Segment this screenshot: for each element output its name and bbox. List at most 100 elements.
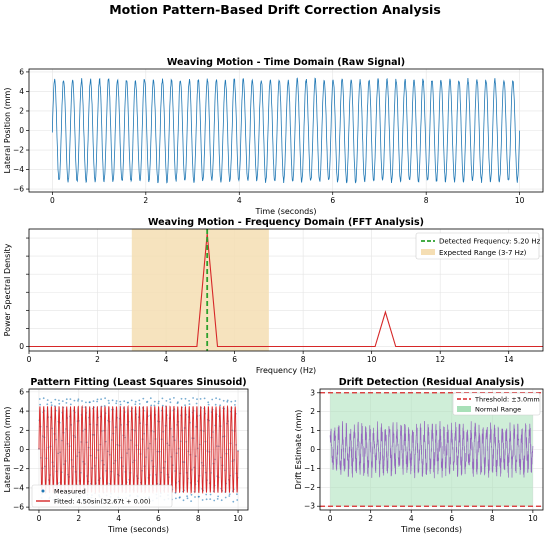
measured-point <box>175 497 177 500</box>
x-axis-label: Time (seconds) <box>107 525 169 534</box>
y-tick-label: 6 <box>19 387 24 396</box>
y-tick-label: 0 <box>19 126 24 135</box>
measured-point <box>232 500 235 503</box>
y-tick-label: −6 <box>13 185 24 194</box>
x-tick-label: 10 <box>515 196 525 205</box>
measured-point <box>150 404 153 407</box>
y-tick-label: 2 <box>19 106 24 115</box>
measured-point <box>96 400 98 403</box>
measured-point <box>92 400 95 402</box>
measured-point <box>54 398 57 401</box>
measured-point <box>46 399 49 401</box>
x-tick-label: 8 <box>424 196 429 205</box>
legend-label-fitted: Fitted: 4.50sin(32.67t + 0.00) <box>54 498 151 506</box>
measured-point <box>142 397 145 400</box>
measured-point <box>190 493 193 496</box>
x-tick-label: 4 <box>116 514 121 523</box>
y-tick-label: −4 <box>13 483 24 492</box>
measured-point <box>134 403 137 406</box>
legend-swatch-measured <box>41 489 45 493</box>
y-axis-label: Lateral Position (mm) <box>3 407 12 493</box>
measured-point <box>207 403 210 406</box>
measured-point <box>209 498 212 500</box>
y-tick-label: 2 <box>310 407 315 416</box>
measured-point <box>39 403 41 406</box>
x-axis-label: Time (seconds) <box>254 207 316 216</box>
x-tick-label: 2 <box>76 514 81 523</box>
panel-fitting: Pattern Fitting (Least Squares Sinusoid)… <box>3 377 249 534</box>
measured-point <box>46 403 49 406</box>
measured-point <box>42 397 45 400</box>
measured-point <box>207 401 210 404</box>
x-tick-label: 6 <box>330 196 335 205</box>
measured-point <box>81 400 83 402</box>
x-tick-label: 2 <box>143 196 148 205</box>
x-tick-label: 12 <box>435 355 445 364</box>
measured-point <box>157 400 160 403</box>
y-tick-label: 6 <box>19 67 24 76</box>
series-line-raw-signal <box>52 77 520 184</box>
measured-point <box>119 400 122 403</box>
chart-title: Weaving Motion - Time Domain (Raw Signal… <box>167 57 405 68</box>
y-tick-label: −1 <box>304 464 315 473</box>
x-tick-label: 4 <box>409 514 414 523</box>
y-axis-label: Drift Estimate (mm) <box>294 410 303 490</box>
measured-point <box>228 495 231 497</box>
measured-point <box>217 495 220 498</box>
legend-label-detected: Detected Frequency: 5.20 Hz <box>439 238 541 246</box>
measured-point <box>186 497 189 500</box>
x-tick-label: 6 <box>232 355 237 364</box>
expected-range-span <box>131 229 269 351</box>
measured-point <box>230 400 233 403</box>
measured-point <box>111 399 114 402</box>
x-tick-label: 0 <box>328 514 333 523</box>
measured-point <box>226 399 229 402</box>
measured-point <box>194 496 196 498</box>
measured-point <box>123 400 126 403</box>
y-tick-label: −3 <box>304 502 315 511</box>
measured-point <box>50 404 53 406</box>
measured-point <box>213 499 216 502</box>
measured-point <box>165 400 168 402</box>
y-axis-label: Lateral Position (mm) <box>3 88 12 174</box>
legend-box <box>415 232 540 260</box>
measured-point <box>69 403 72 406</box>
measured-point <box>216 498 219 500</box>
measured-point <box>203 397 206 400</box>
measured-point <box>195 402 198 405</box>
x-tick-label: 6 <box>156 514 161 523</box>
x-tick-label: 10 <box>233 514 243 523</box>
legend-label-range: Expected Range (3-7 Hz) <box>439 249 527 257</box>
measured-point <box>157 402 160 405</box>
measured-point <box>219 404 222 407</box>
figure-title: Motion Pattern-Based Drift Correction An… <box>109 2 441 17</box>
measured-point <box>220 499 223 502</box>
measured-point <box>169 401 172 404</box>
x-tick-label: 8 <box>301 355 306 364</box>
measured-point <box>58 399 60 402</box>
measured-point <box>138 403 141 405</box>
measured-point <box>177 401 179 403</box>
x-tick-label: 4 <box>237 196 242 205</box>
measured-point <box>138 399 141 402</box>
measured-point <box>188 403 191 405</box>
measured-point <box>107 399 110 402</box>
y-tick-label: 4 <box>19 87 24 96</box>
measured-point <box>186 495 189 498</box>
measured-point <box>73 399 76 402</box>
measured-point <box>192 397 195 399</box>
legend-label-measured: Measured <box>54 488 86 496</box>
measured-point <box>218 398 221 401</box>
measured-point <box>161 404 164 407</box>
measured-point <box>89 401 91 404</box>
measured-point <box>161 397 164 400</box>
x-tick-label: 2 <box>95 355 100 364</box>
x-axis-label: Time (seconds) <box>400 525 462 534</box>
measured-point <box>115 402 118 405</box>
chart-title: Weaving Motion - Frequency Domain (FFT A… <box>148 217 424 228</box>
legend-label-threshold: Threshold: ±3.0mm <box>474 396 540 404</box>
y-tick-label: 4 <box>19 407 24 416</box>
x-tick-label: 0 <box>27 355 32 364</box>
axes-frame <box>319 388 544 511</box>
